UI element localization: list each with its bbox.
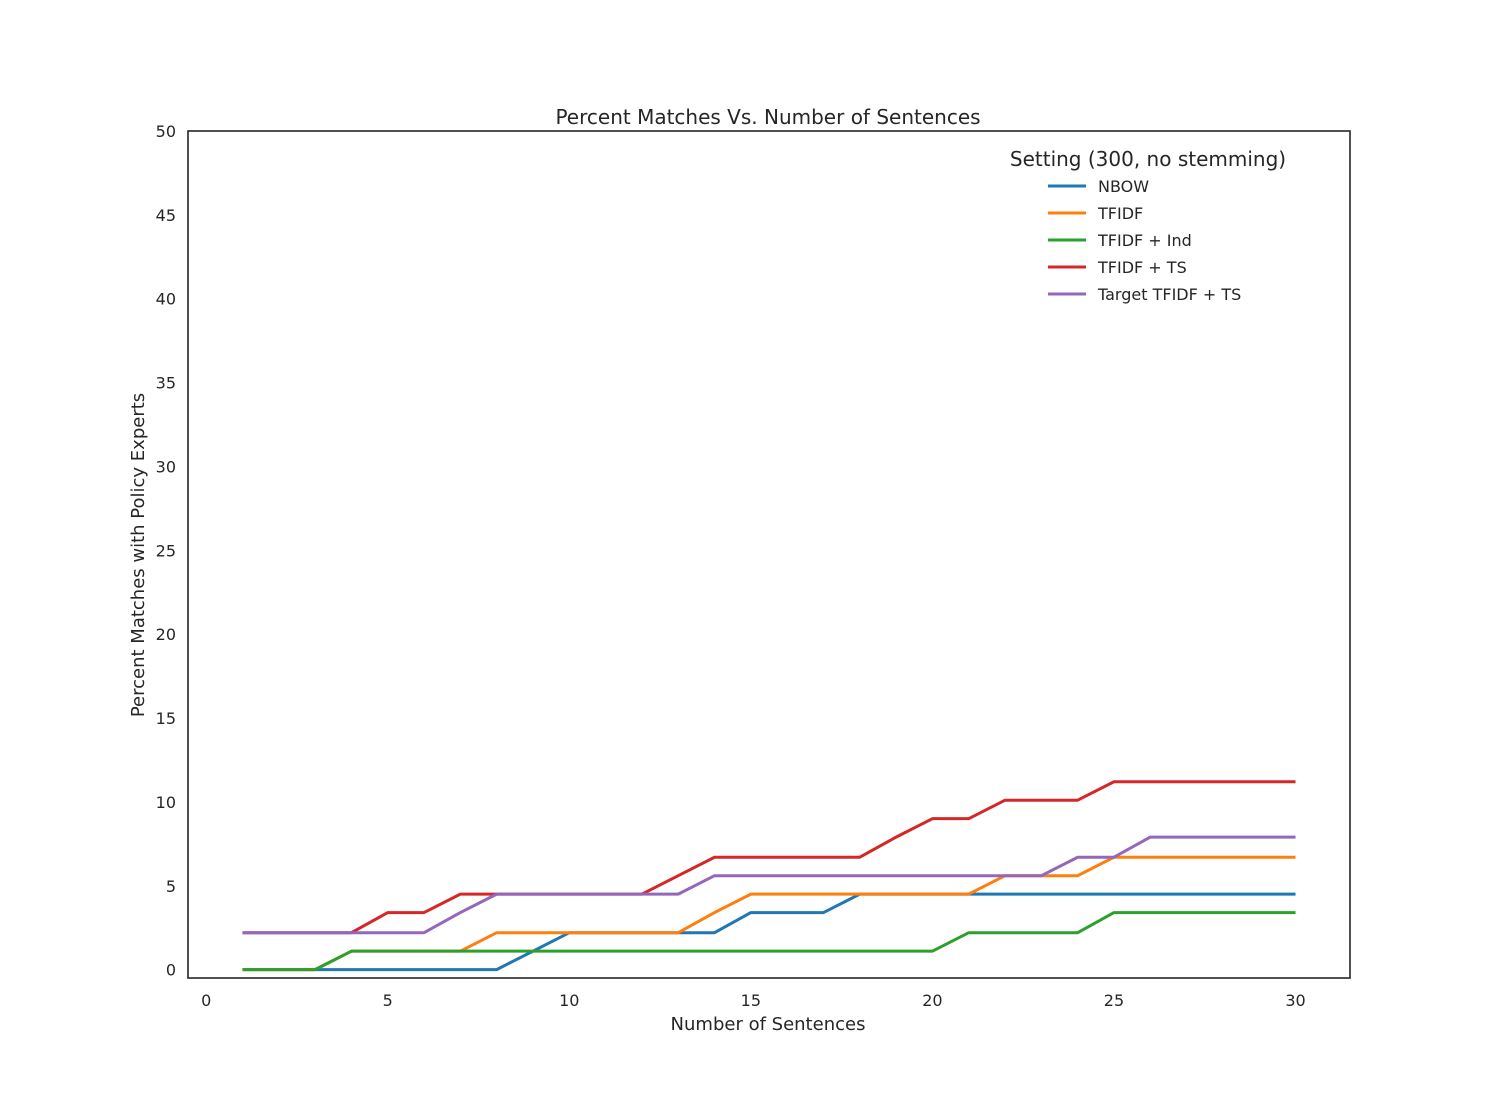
legend-title: Setting (300, no stemming) bbox=[1010, 147, 1286, 171]
y-tick-label: 0 bbox=[166, 961, 176, 980]
legend-label: Target TFIDF + TS bbox=[1097, 285, 1241, 304]
series-lines bbox=[242, 780, 1296, 972]
y-tick-label: 40 bbox=[156, 290, 176, 309]
legend-label: NBOW bbox=[1098, 177, 1149, 196]
y-tick-label: 5 bbox=[166, 877, 176, 896]
y-tick-label: 45 bbox=[156, 206, 176, 225]
x-tick-label: 25 bbox=[1104, 991, 1124, 1010]
chart-title: Percent Matches Vs. Number of Sentences bbox=[555, 105, 980, 129]
x-tick-label: 10 bbox=[559, 991, 579, 1010]
x-tick-label: 5 bbox=[383, 991, 393, 1010]
y-tick-label: 35 bbox=[156, 374, 176, 393]
series-line-tfidf-ind bbox=[242, 911, 1296, 972]
legend-label: TFIDF + Ind bbox=[1097, 231, 1192, 250]
y-tick-label: 30 bbox=[156, 457, 176, 476]
x-axis-title: Number of Sentences bbox=[671, 1014, 866, 1035]
legend-label: TFIDF bbox=[1097, 204, 1143, 223]
y-tick-label: 10 bbox=[156, 793, 176, 812]
y-axis-title: Percent Matches with Policy Experts bbox=[128, 393, 149, 717]
ticks: 0 5 10 15 20 25 30 0 5 10 15 20 25 30 35 40 45 50 bbox=[156, 122, 1306, 1010]
legend: Setting (300, no stemming) NBOW TFIDF TFID… bbox=[1010, 147, 1286, 304]
y-tick-label: 50 bbox=[156, 122, 176, 141]
y-tick-label: 20 bbox=[156, 625, 176, 644]
y-tick-label: 25 bbox=[156, 541, 176, 560]
x-tick-label: 0 bbox=[201, 991, 211, 1010]
series-line-tfidf-ts bbox=[242, 780, 1296, 935]
series-line-nbow bbox=[242, 892, 1296, 972]
legend-label: TFIDF + TS bbox=[1097, 258, 1187, 277]
x-tick-label: 15 bbox=[741, 991, 761, 1010]
x-tick-label: 20 bbox=[922, 991, 942, 1010]
series-line-target-tfidf-ts bbox=[242, 835, 1296, 935]
y-tick-label: 15 bbox=[156, 709, 176, 728]
x-tick-label: 30 bbox=[1285, 991, 1305, 1010]
